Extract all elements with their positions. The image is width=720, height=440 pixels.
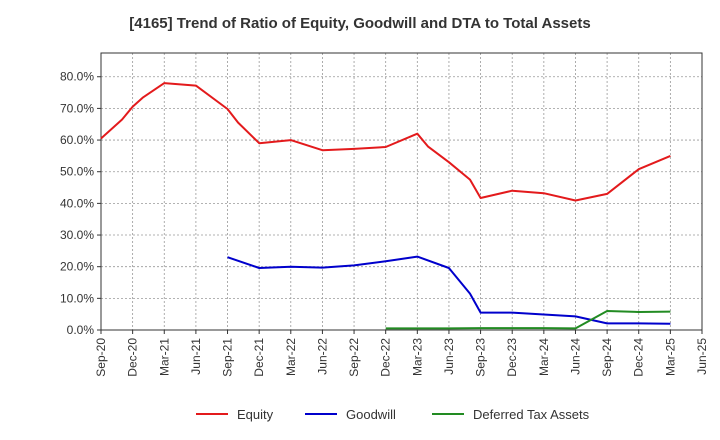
legend-label-equity: Equity — [237, 407, 274, 422]
x-tick-label: Mar-21 — [157, 338, 171, 376]
x-tick-label: Dec-21 — [252, 338, 266, 377]
x-tick-label: Jun-23 — [442, 338, 456, 375]
legend-label-goodwill: Goodwill — [346, 407, 396, 422]
y-tick-label: 10.0% — [60, 291, 94, 305]
x-tick-label: Mar-24 — [537, 338, 551, 376]
series-line-deferred-tax-assets — [385, 310, 671, 330]
y-tick-label: 30.0% — [60, 228, 94, 242]
x-tick-label: Mar-25 — [663, 338, 677, 376]
grid-layer — [101, 53, 702, 330]
y-tick-label: 60.0% — [60, 133, 94, 147]
y-tick-label: 0.0% — [67, 323, 95, 337]
x-tick-label: Jun-21 — [189, 338, 203, 375]
legend-label-deferred-tax-assets: Deferred Tax Assets — [473, 407, 590, 422]
x-tick-label: Sep-22 — [347, 338, 361, 377]
y-tick-label: 50.0% — [60, 165, 94, 179]
plot-frame — [100, 52, 703, 331]
x-tick-label: Sep-23 — [474, 338, 488, 377]
series-line-equity — [100, 82, 671, 202]
axis-layer: 0.0% 10.0% 20.0% 30.0% 40.0% 50.0% 60.0% 70.0% 8… — [60, 52, 709, 377]
x-tick-label: Jun-25 — [695, 338, 709, 375]
y-tick-label: 20.0% — [60, 260, 94, 274]
x-tick-label: Sep-21 — [221, 338, 235, 377]
y-tick-label: 40.0% — [60, 196, 94, 210]
x-tick-label: Dec-20 — [126, 338, 140, 377]
x-tick-label: Mar-22 — [284, 338, 298, 376]
legend: Equity Goodwill Deferred Tax Assets — [196, 407, 590, 422]
x-tick-label: Dec-22 — [379, 338, 393, 377]
y-tick-label: 80.0% — [60, 70, 94, 84]
series-layer — [100, 82, 671, 330]
x-tick-label: Sep-20 — [94, 338, 108, 377]
x-tick-label: Sep-24 — [600, 338, 614, 377]
x-tick-label: Dec-23 — [505, 338, 519, 377]
chart-title: [4165] Trend of Ratio of Equity, Goodwil… — [129, 15, 591, 32]
y-tick-label: 70.0% — [60, 101, 94, 115]
x-tick-label: Mar-23 — [410, 338, 424, 376]
x-tick-label: Dec-24 — [632, 338, 646, 377]
x-tick-label: Jun-22 — [315, 338, 329, 375]
x-tick-label: Jun-24 — [568, 338, 582, 375]
